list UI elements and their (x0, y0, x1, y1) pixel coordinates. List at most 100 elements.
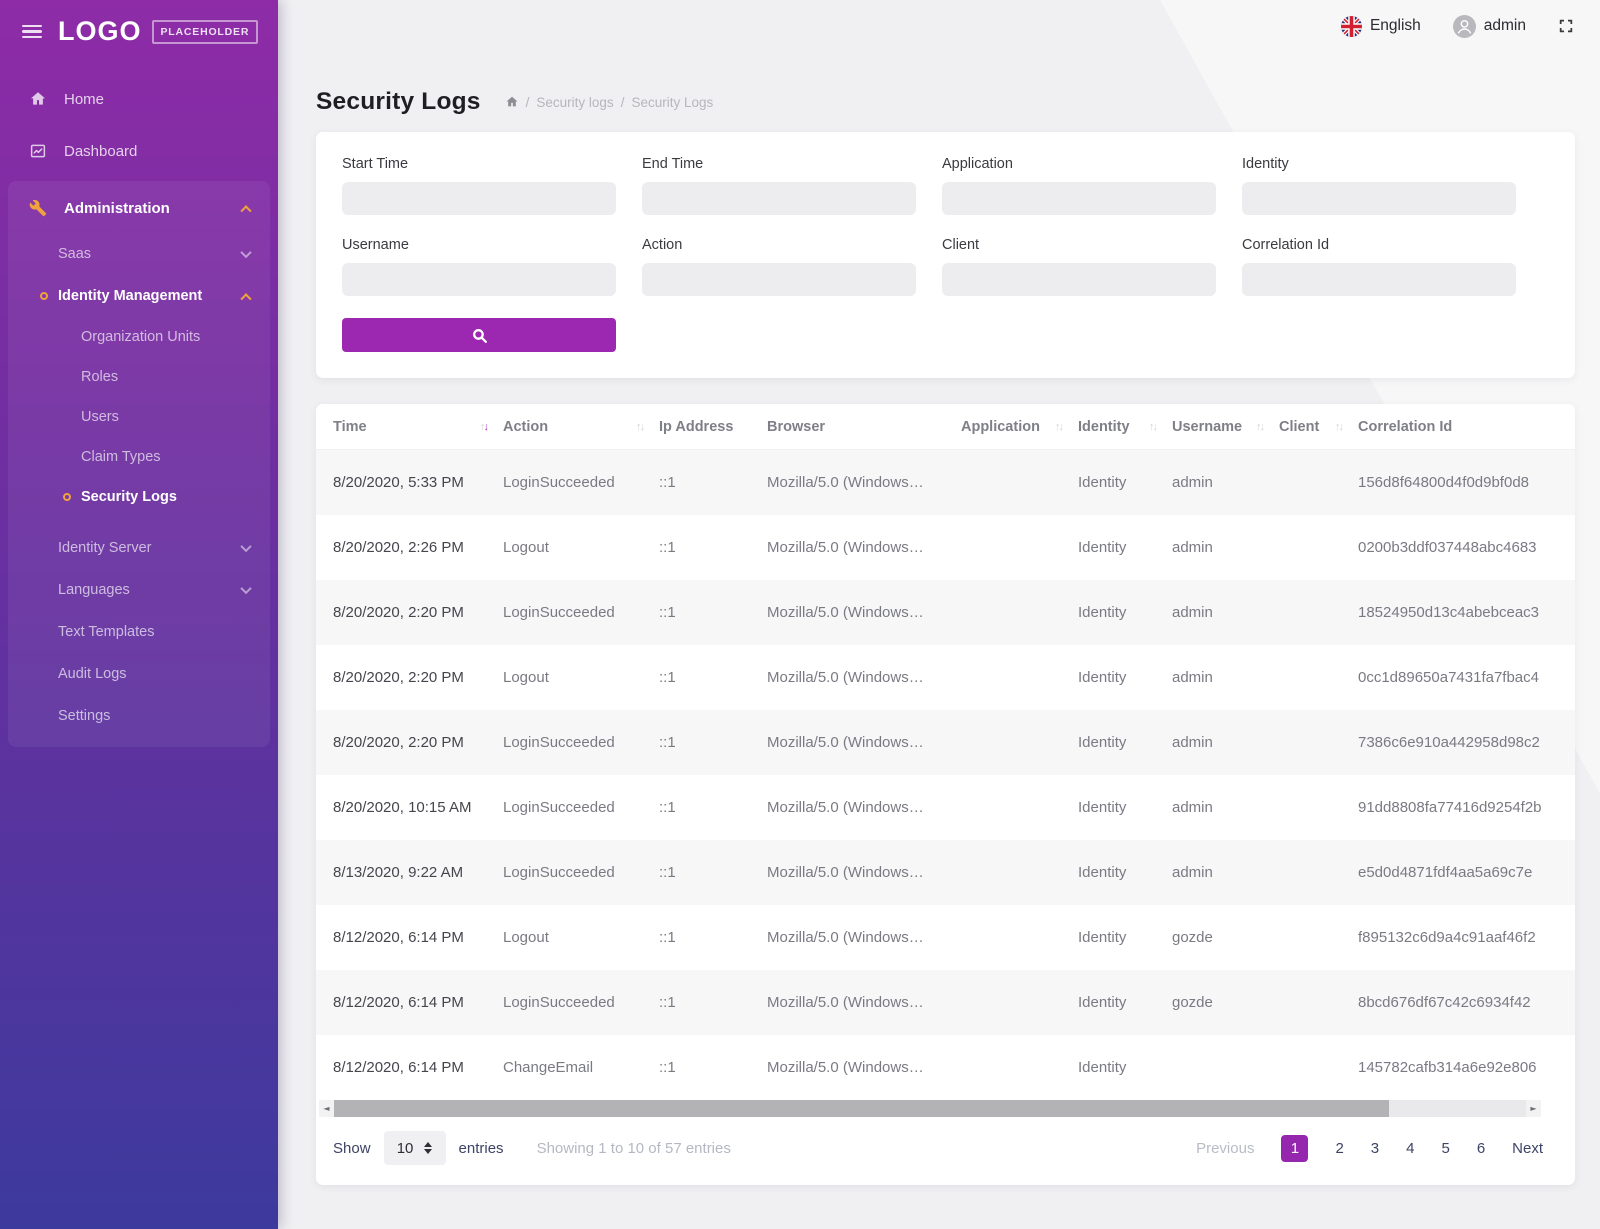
language-label: English (1369, 17, 1421, 34)
page-button-6[interactable]: 6 (1476, 1139, 1486, 1157)
action-input[interactable] (642, 263, 916, 296)
sidebar-item-claim-types[interactable]: Claim Types (8, 437, 270, 477)
breadcrumb-home-icon[interactable] (505, 95, 519, 109)
table-row: 8/20/2020, 10:15 AM LoginSucceeded ::1 M… (316, 775, 1575, 840)
scroll-left-icon[interactable]: ◄ (319, 1100, 334, 1117)
cell-action: LoginSucceeded (503, 734, 615, 751)
scroll-right-icon[interactable]: ► (1526, 1100, 1541, 1117)
page-button-5[interactable]: 5 (1441, 1139, 1450, 1157)
cell-action: Logout (503, 539, 549, 556)
sidebar-header: LOGO PLACEHOLDER (0, 0, 278, 61)
correlation-id-input[interactable] (1242, 263, 1516, 296)
sidebar-item-label: Saas (58, 246, 92, 262)
start-time-input[interactable] (342, 182, 616, 215)
page-button-4[interactable]: 4 (1406, 1139, 1415, 1157)
column-header-action[interactable]: Action ↑↓ (503, 419, 659, 435)
start-time-field: Start Time (342, 156, 642, 215)
column-header-ip-address: Ip Address (659, 419, 767, 435)
page-size-select[interactable]: 10 (383, 1131, 446, 1165)
administration-section: Administration Saas Identity Management … (8, 181, 270, 747)
chevron-down-icon (240, 540, 252, 553)
end-time-label: End Time (642, 156, 704, 172)
chevron-up-icon (240, 293, 252, 305)
language-switcher[interactable]: English (1340, 15, 1421, 37)
sidebar-item-saas[interactable]: Saas (8, 233, 270, 275)
content: Security Logs / Security logs / Security… (278, 88, 1600, 1185)
sidebar-item-audit-logs[interactable]: Audit Logs (8, 653, 270, 695)
cell-browser: Mozilla/5.0 (Windows… (767, 994, 924, 1011)
username-input[interactable] (342, 263, 616, 296)
column-header-application[interactable]: Application ↑↓ (961, 419, 1078, 435)
sidebar-item-text-templates[interactable]: Text Templates (8, 611, 270, 653)
table-row: 8/20/2020, 2:20 PM Logout ::1 Mozilla/5.… (316, 645, 1575, 710)
column-header-username[interactable]: Username ↑↓ (1172, 419, 1279, 435)
username-label: Username (342, 237, 409, 253)
application-input[interactable] (942, 182, 1216, 215)
search-icon (471, 327, 488, 344)
cell-ip-address: ::1 (659, 929, 676, 946)
end-time-field: End Time (642, 156, 942, 215)
previous-page-button[interactable]: Previous (1196, 1139, 1255, 1157)
page-button-2[interactable]: 2 (1335, 1139, 1344, 1157)
breadcrumb-item: Security logs (536, 94, 614, 110)
client-input[interactable] (942, 263, 1216, 296)
application-field: Application (942, 156, 1242, 215)
menu-toggle-icon[interactable] (22, 24, 42, 39)
column-header-time[interactable]: Time ↑↓ (333, 419, 503, 435)
username-label: admin (1483, 17, 1526, 34)
sidebar-item-label: Roles (81, 369, 119, 385)
logo-badge: PLACEHOLDER (151, 19, 259, 44)
fullscreen-icon[interactable] (1558, 18, 1574, 34)
table-row: 8/12/2020, 6:14 PM LoginSucceeded ::1 Mo… (316, 970, 1575, 1035)
cell-correlation-id: e5d0d4871fdf4aa5a69c7e (1358, 864, 1533, 881)
cell-identity: Identity (1078, 799, 1127, 816)
sidebar-item-roles[interactable]: Roles (8, 357, 270, 397)
next-page-button[interactable]: Next (1512, 1139, 1543, 1157)
sidebar-item-security-logs[interactable]: Security Logs (8, 477, 270, 517)
end-time-input[interactable] (642, 182, 916, 215)
breadcrumb: / Security logs / Security Logs (505, 94, 713, 110)
scrollbar-track[interactable] (334, 1100, 1526, 1117)
sidebar-item-administration[interactable]: Administration (8, 183, 270, 233)
identity-input[interactable] (1242, 182, 1516, 215)
column-header-client[interactable]: Client ↑↓ (1279, 419, 1358, 435)
application-label: Application (942, 156, 1013, 172)
sidebar-item-identity-server[interactable]: Identity Server (8, 527, 270, 569)
cell-username: admin (1172, 799, 1213, 816)
sidebar-item-languages[interactable]: Languages (8, 569, 270, 611)
pagination: Previous 1 2 3 4 5 6 Next (1196, 1134, 1543, 1162)
cell-ip-address: ::1 (659, 539, 676, 556)
sidebar-item-identity-management[interactable]: Identity Management (8, 275, 270, 317)
cell-username: gozde (1172, 929, 1213, 946)
sidebar-item-users[interactable]: Users (8, 397, 270, 437)
column-label: Identity (1078, 418, 1130, 435)
column-label: Correlation Id (1358, 418, 1453, 435)
scrollbar-thumb[interactable] (334, 1100, 1389, 1117)
page-button-1[interactable]: 1 (1281, 1134, 1309, 1162)
cell-time: 8/12/2020, 6:14 PM (333, 994, 464, 1011)
entries-summary: Showing 1 to 10 of 57 entries (536, 1139, 731, 1157)
sidebar-item-dashboard[interactable]: Dashboard (0, 125, 278, 177)
cell-browser: Mozilla/5.0 (Windows… (767, 799, 924, 816)
sidebar-item-home[interactable]: Home (0, 73, 278, 125)
identity-label: Identity (1242, 156, 1289, 172)
cell-username: admin (1172, 734, 1213, 751)
column-label: Action (503, 418, 549, 435)
page-button-3[interactable]: 3 (1370, 1139, 1380, 1157)
search-button[interactable] (342, 318, 616, 352)
main-area: English admin Security Logs / (278, 0, 1600, 1229)
logo[interactable]: LOGO (58, 16, 142, 46)
sidebar-item-label: Settings (58, 708, 111, 724)
sidebar-item-settings[interactable]: Settings (8, 695, 270, 737)
sidebar-item-label: Languages (58, 582, 130, 598)
cell-browser: Mozilla/5.0 (Windows… (767, 864, 924, 881)
column-header-identity[interactable]: Identity ↑↓ (1078, 419, 1172, 435)
user-menu[interactable]: admin (1452, 14, 1526, 38)
table-row: 8/13/2020, 9:22 AM LoginSucceeded ::1 Mo… (316, 840, 1575, 905)
sidebar-item-label: Audit Logs (58, 666, 127, 682)
cell-username: admin (1172, 539, 1213, 556)
sidebar-item-organization-units[interactable]: Organization Units (8, 317, 270, 357)
sidebar-menu: Home Dashboard Administration Saas (0, 61, 278, 747)
cell-browser: Mozilla/5.0 (Windows… (767, 604, 924, 621)
column-label: Client (1279, 418, 1320, 435)
